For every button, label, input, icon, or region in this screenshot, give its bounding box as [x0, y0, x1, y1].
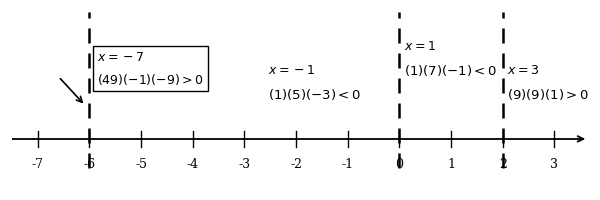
Text: $x = 3$: $x = 3$: [507, 64, 539, 77]
Text: -4: -4: [187, 158, 199, 171]
Text: $(9)(9)(1) > 0$: $(9)(9)(1) > 0$: [507, 87, 589, 102]
Text: -2: -2: [290, 158, 302, 171]
Text: $x = -1$: $x = -1$: [268, 64, 315, 77]
Text: -7: -7: [32, 158, 44, 171]
Text: -3: -3: [238, 158, 251, 171]
Text: -5: -5: [135, 158, 147, 171]
Text: $x = -7$
$(49)(-1)(-9) > 0$: $x = -7$ $(49)(-1)(-9) > 0$: [97, 51, 204, 87]
Text: -1: -1: [342, 158, 354, 171]
Text: 2: 2: [499, 158, 506, 171]
Text: $(1)(5)(-3) < 0$: $(1)(5)(-3) < 0$: [268, 87, 361, 102]
Text: $(1)(7)(-1) < 0$: $(1)(7)(-1) < 0$: [404, 63, 497, 78]
Text: 3: 3: [550, 158, 559, 171]
Text: 1: 1: [447, 158, 455, 171]
Text: $x = 1$: $x = 1$: [404, 40, 436, 53]
Text: 0: 0: [395, 158, 403, 171]
Text: -6: -6: [83, 158, 95, 171]
